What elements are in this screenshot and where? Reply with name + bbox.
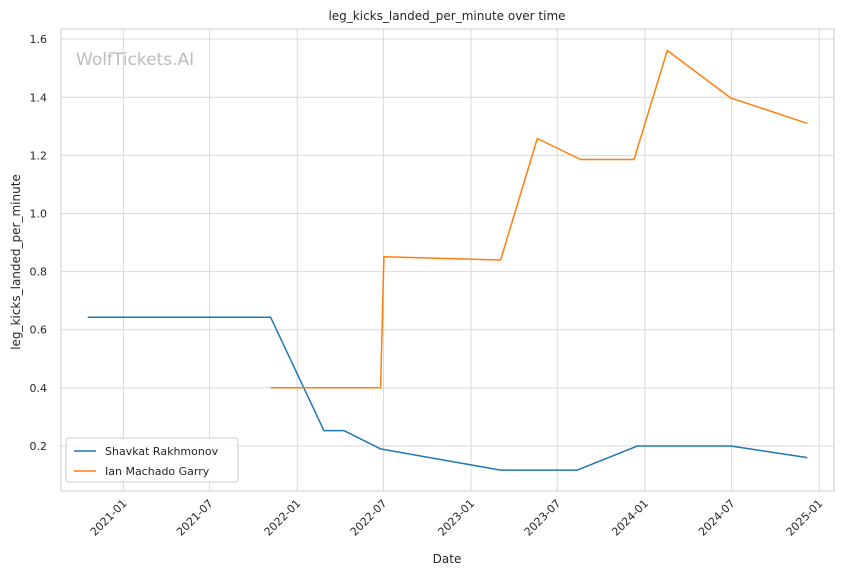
series-line-1	[270, 49, 808, 389]
y-tick-labels: 0.2 0.4 0.6 0.8 1.0 1.2 1.4 1.6	[30, 33, 48, 453]
chart-title: leg_kicks_landed_per_minute over time	[328, 9, 565, 23]
y-tick-label: 1.2	[30, 149, 48, 162]
y-tick-label: 1.6	[30, 33, 48, 46]
plot-frame	[60, 28, 835, 492]
y-tick-label: 0.2	[30, 440, 48, 453]
legend: Shavkat Rakhmonov Ian Machado Garry	[65, 437, 239, 483]
series-lines	[87, 49, 808, 471]
watermark: WolfTickets.AI	[76, 50, 194, 70]
plot-area	[61, 29, 834, 491]
y-tick-label: 0.8	[30, 266, 48, 279]
x-axis-title: Date	[433, 552, 462, 566]
y-axis-title: leg_kicks_landed_per_minute	[9, 174, 23, 350]
y-tick-label: 0.6	[30, 324, 48, 337]
series-line-0	[87, 316, 808, 471]
legend-label: Ian Machado Garry	[105, 465, 210, 478]
legend-label: Shavkat Rakhmonov	[105, 445, 219, 458]
y-tick-label: 1.4	[30, 91, 48, 104]
y-tick-label: 0.4	[30, 382, 48, 395]
legend-box	[65, 437, 239, 483]
y-tick-label: 1.0	[30, 208, 48, 221]
plot-border	[60, 28, 835, 492]
